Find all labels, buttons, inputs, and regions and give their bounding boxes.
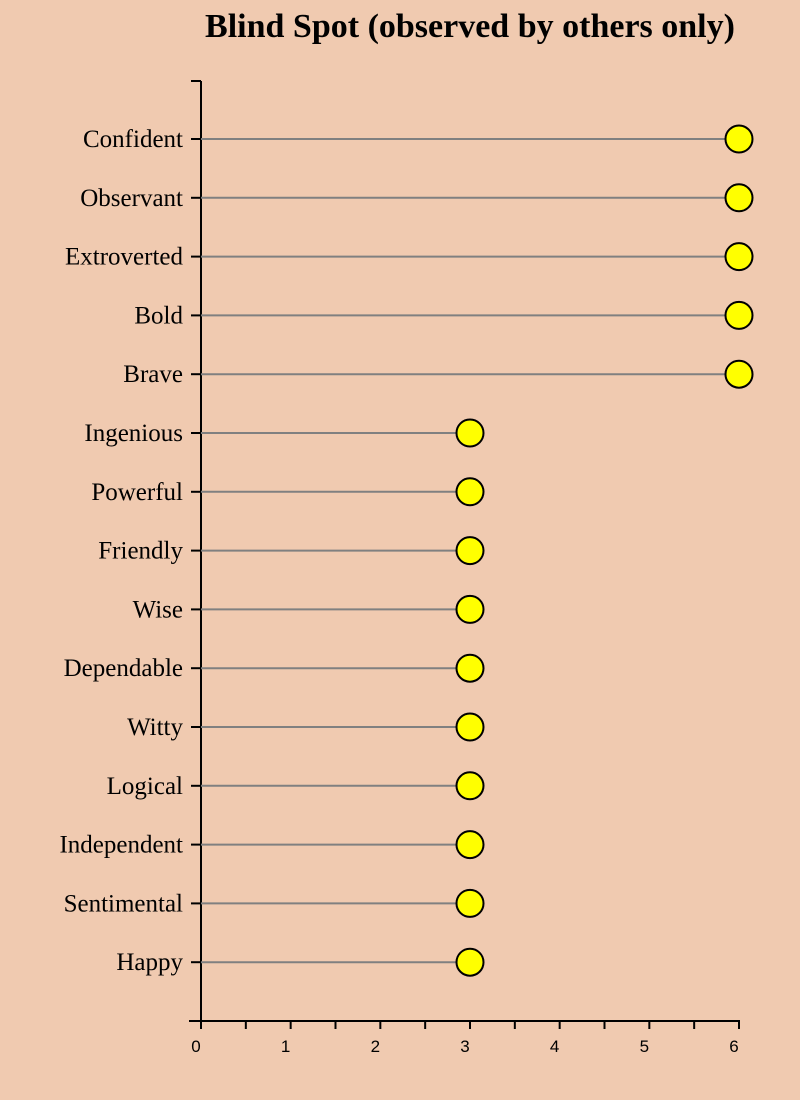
- lollipop-marker: [455, 536, 485, 566]
- lollipop-marker: [455, 888, 485, 918]
- x-tick-label: 3: [460, 1037, 469, 1056]
- lollipop-marker: [724, 300, 754, 330]
- lollipop-marker: [455, 947, 485, 977]
- x-tick-label: 5: [640, 1037, 649, 1056]
- chart-title: Blind Spot (observed by others only): [205, 8, 735, 45]
- lollipop-marker: [455, 771, 485, 801]
- lollipop-marker: [455, 477, 485, 507]
- lollipop-marker: [455, 830, 485, 860]
- category-label: Witty: [127, 714, 183, 741]
- x-tick-label: 4: [550, 1037, 559, 1056]
- lollipop-marker: [724, 242, 754, 272]
- lollipop-marker: [455, 712, 485, 742]
- category-label: Ingenious: [84, 420, 183, 447]
- category-label: Independent: [59, 832, 183, 859]
- category-label: Logical: [107, 773, 183, 800]
- x-tick-label: 0: [191, 1037, 200, 1056]
- category-label: Friendly: [98, 538, 183, 565]
- category-label: Bold: [134, 302, 183, 329]
- category-label: Confident: [83, 126, 183, 153]
- lollipop-marker: [455, 653, 485, 683]
- lollipop-marker: [724, 359, 754, 389]
- lollipop-marker: [724, 183, 754, 213]
- category-label: Dependable: [64, 655, 183, 682]
- lollipop-marker: [455, 418, 485, 448]
- category-label: Extroverted: [65, 244, 184, 271]
- x-tick-label: 1: [281, 1037, 290, 1056]
- x-tick-label: 6: [729, 1037, 738, 1056]
- x-tick-label: 2: [371, 1037, 380, 1056]
- category-label: Sentimental: [64, 890, 183, 917]
- category-label: Powerful: [91, 479, 183, 506]
- category-label: Brave: [123, 361, 183, 388]
- lollipop-marker: [724, 124, 754, 154]
- category-label: Happy: [116, 949, 183, 976]
- lollipop-marker: [455, 594, 485, 624]
- category-label: Observant: [80, 185, 183, 212]
- category-label: Wise: [133, 596, 183, 623]
